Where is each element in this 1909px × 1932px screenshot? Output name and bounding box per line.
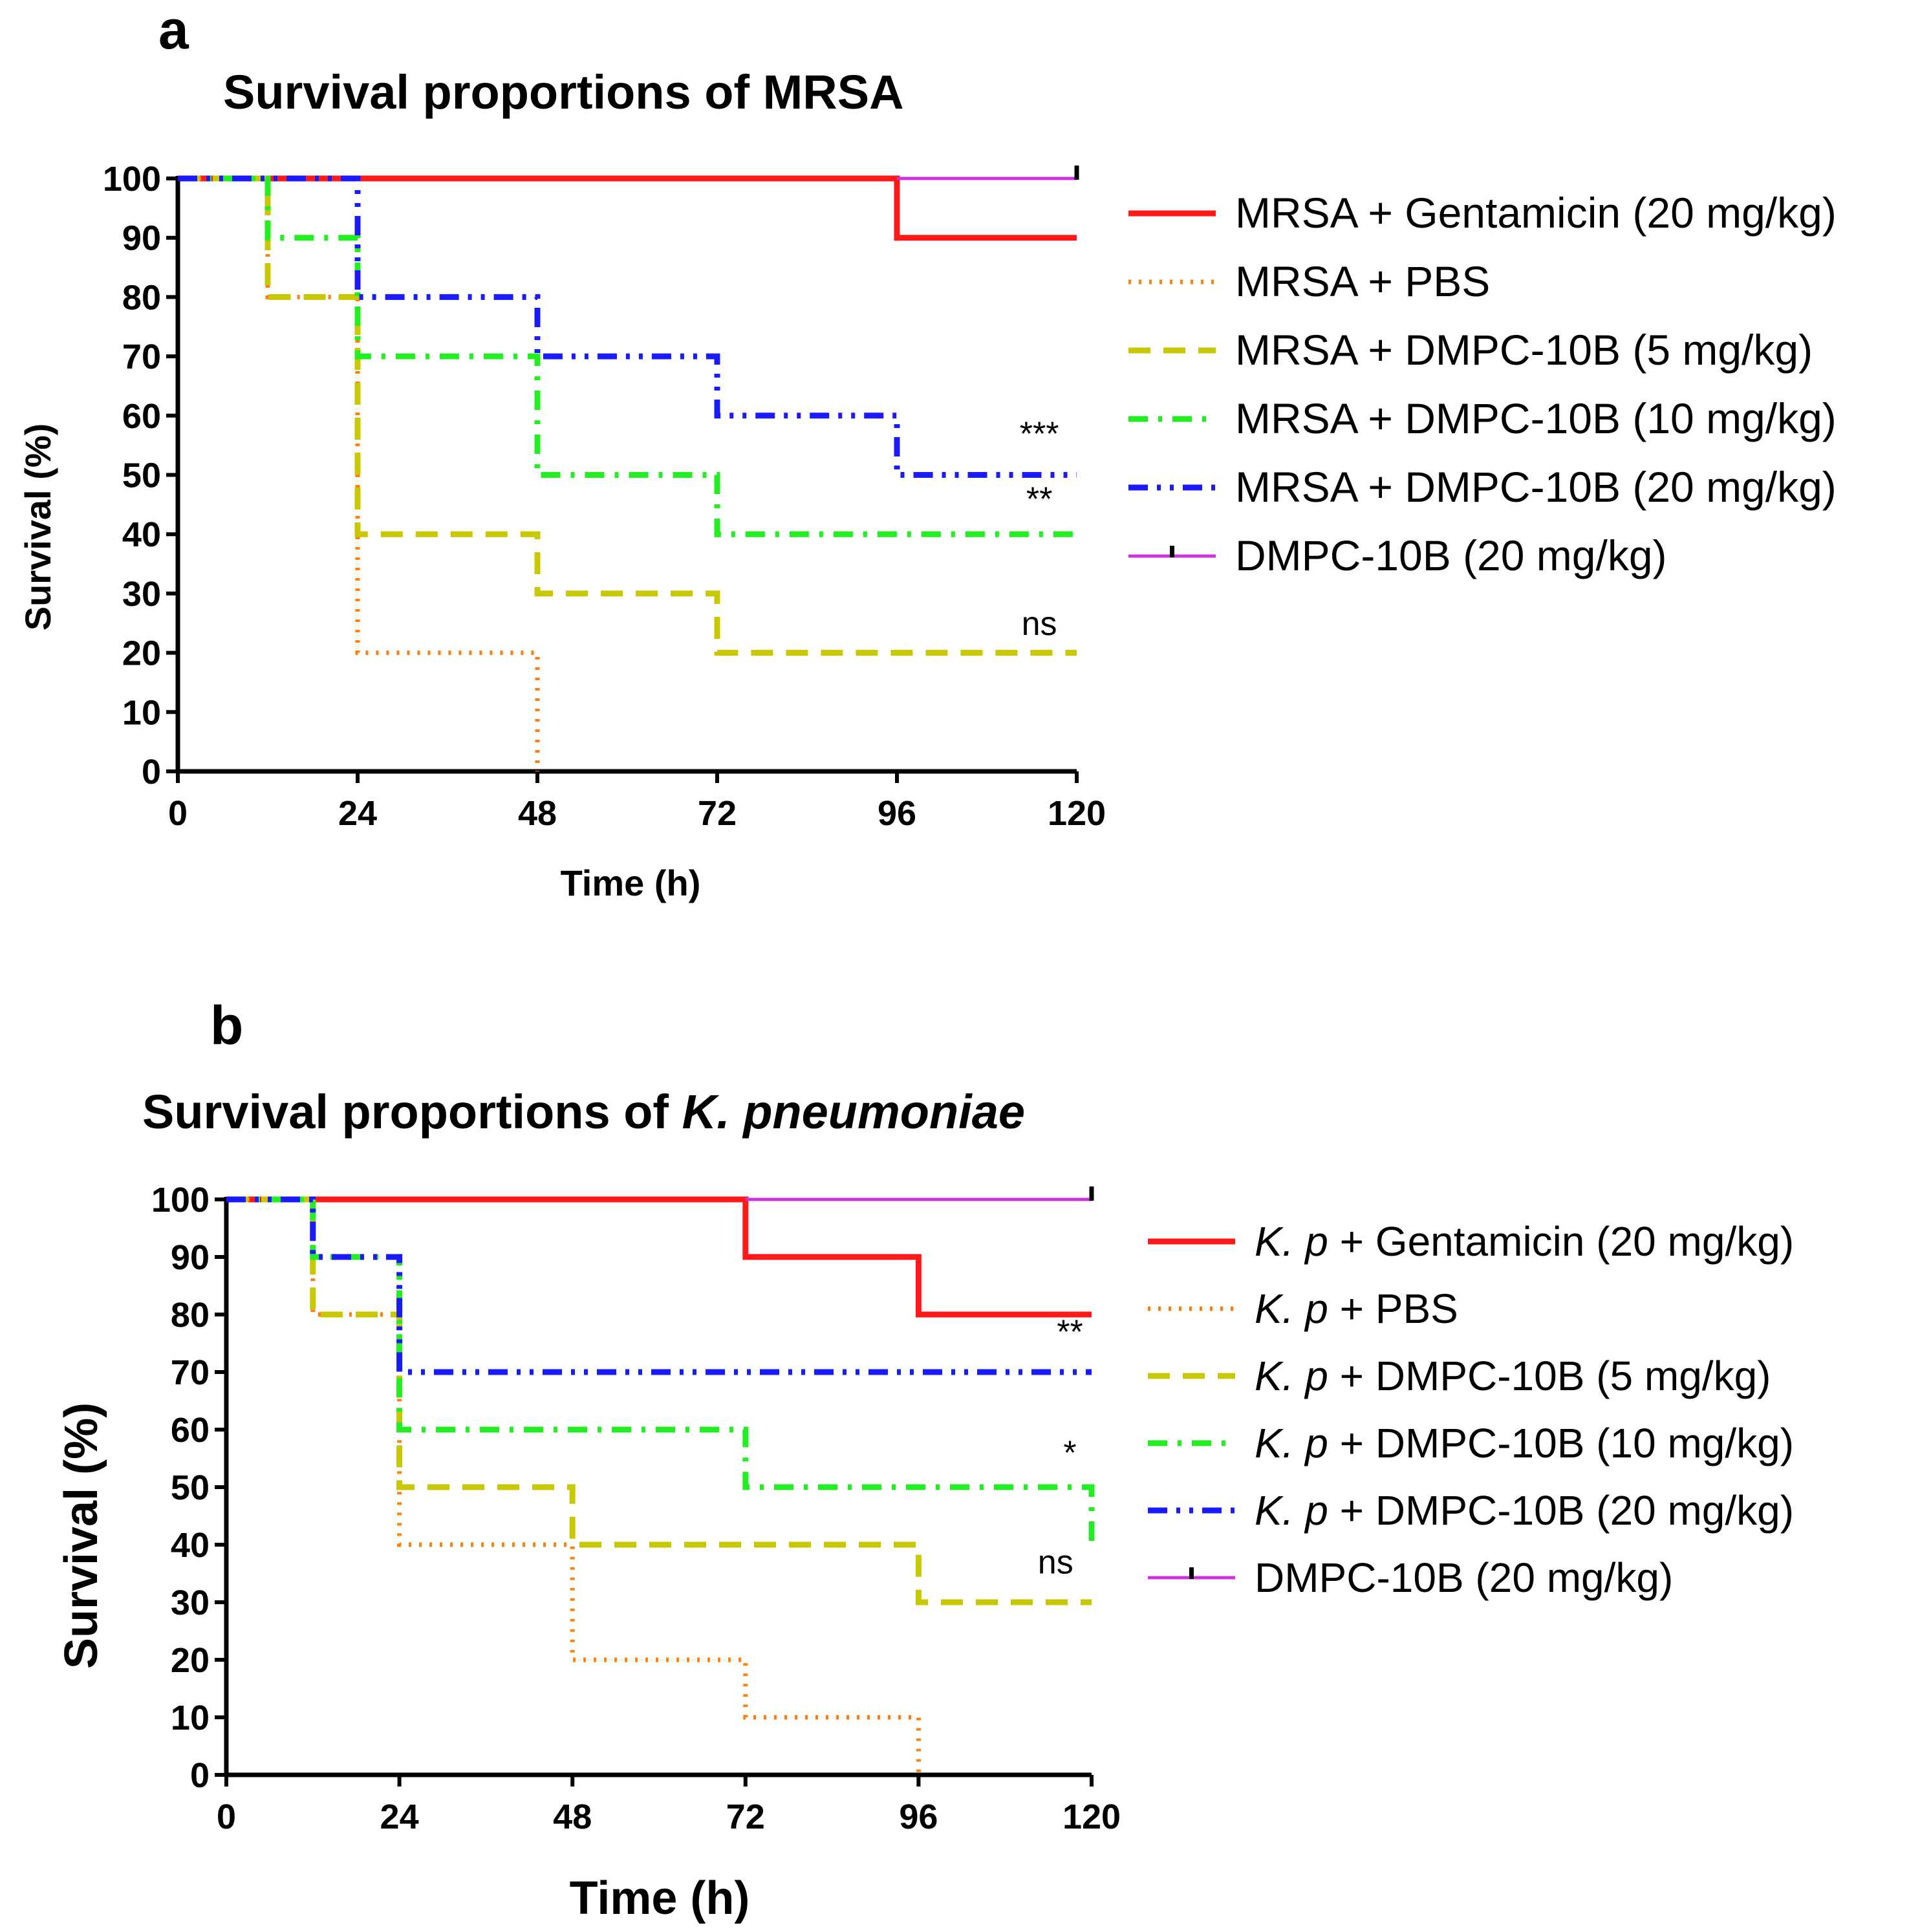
panel-letter-b: b: [210, 995, 243, 1056]
panel-a-title: Survival proportions of MRSA: [223, 65, 904, 119]
legend-label-3: K. p + DMPC-10B (10 mg/kg): [1255, 1420, 1794, 1466]
legend-label-text: + PBS: [1328, 1285, 1458, 1332]
legend-label-1: K. p + PBS: [1255, 1285, 1458, 1332]
legend-label-text: + DMPC-10B (20 mg/kg): [1328, 1487, 1794, 1534]
panel-letter-a: a: [158, 0, 189, 60]
y-tick-label: 80: [122, 278, 161, 317]
x-tick-label: 24: [380, 1798, 419, 1836]
legend-label-italic: K. p: [1255, 1218, 1328, 1265]
panel-a-xlabel: Time (h): [561, 863, 701, 903]
panel-b-title-prefix: Survival proportions of: [142, 1085, 682, 1139]
y-tick-label: 100: [151, 1181, 210, 1219]
legend-label-text: MRSA + DMPC-10B (10 mg/kg): [1235, 394, 1837, 442]
y-tick-label: 80: [171, 1296, 210, 1335]
legend-label-text: DMPC-10B (20 mg/kg): [1255, 1554, 1673, 1601]
legend-label-1: MRSA + PBS: [1235, 257, 1490, 305]
y-tick-label: 100: [103, 160, 161, 199]
series-line-3: [226, 1196, 1095, 1545]
y-tick-label: 10: [171, 1699, 210, 1737]
panel-b-legend: K. p + Gentamicin (20 mg/kg)K. p + PBSK.…: [1148, 1218, 1794, 1601]
y-tick-label: 90: [171, 1238, 210, 1277]
panel-a-legend: MRSA + Gentamicin (20 mg/kg) MRSA + PBS MR…: [1128, 189, 1837, 579]
x-tick-label: 72: [726, 1798, 765, 1836]
panel-a-series: [178, 166, 1079, 771]
x-tick-label: 96: [878, 794, 916, 833]
y-tick-label: 30: [171, 1583, 210, 1622]
legend-label-italic: K. p: [1255, 1487, 1328, 1534]
legend-label-text: + DMPC-10B (10 mg/kg): [1328, 1420, 1794, 1466]
significance-label: *: [1063, 1434, 1076, 1472]
panel-a-annotations: *****ns: [1020, 416, 1059, 643]
y-tick-label: 20: [171, 1641, 210, 1680]
panel-b-axes: 0 10 20 30 40 50 60 70 80 90 100 0 24 48 72 96 120: [151, 1181, 1121, 1836]
significance-label: ***: [1020, 416, 1059, 453]
panel-b-ylabel: Survival (%): [56, 1402, 107, 1669]
legend-label-text: + Gentamicin (20 mg/kg): [1328, 1218, 1794, 1265]
y-tick-label: 50: [122, 456, 161, 495]
legend-label-text: MRSA + Gentamicin (20 mg/kg): [1235, 189, 1837, 237]
x-tick-label: 96: [899, 1798, 938, 1836]
legend-label-2: K. p + DMPC-10B (5 mg/kg): [1255, 1353, 1771, 1399]
x-tick-label: 120: [1048, 794, 1106, 833]
legend-label-4: MRSA + DMPC-10B (20 mg/kg): [1235, 463, 1837, 511]
legend-label-italic: K. p: [1255, 1285, 1328, 1332]
legend-label-0: MRSA + Gentamicin (20 mg/kg): [1235, 189, 1837, 237]
panel-b-chart: b Survival proportions of K. pneumoniae …: [56, 995, 1794, 1924]
y-tick-label: 50: [171, 1468, 210, 1507]
panel-b-xlabel: Time (h): [570, 1873, 750, 1924]
legend-label-italic: K. p: [1255, 1420, 1328, 1466]
x-tick-label: 24: [338, 794, 377, 833]
panel-a-chart: a Survival proportions of MRSA 0 10 20 30 40…: [17, 0, 1837, 903]
panel-b-annotations: ***ns: [1038, 1314, 1083, 1582]
y-tick-label: 60: [171, 1411, 210, 1450]
x-tick-label: 48: [553, 1798, 592, 1836]
panel-b-title: Survival proportions of K. pneumoniae: [142, 1085, 1025, 1139]
legend-label-4: K. p + DMPC-10B (20 mg/kg): [1255, 1487, 1794, 1534]
legend-label-text: DMPC-10B (20 mg/kg): [1235, 531, 1667, 579]
series-line-3: [178, 175, 1077, 537]
panel-a-ylabel: Survival (%): [17, 424, 58, 631]
y-tick-label: 70: [171, 1353, 210, 1392]
panel-a-axes: 0 10 20 30 40 50 60 70 80 90 100 0 24 48 72 96 120: [103, 160, 1106, 833]
x-tick-label: 48: [518, 794, 557, 833]
y-tick-label: 10: [122, 693, 161, 732]
y-tick-label: 0: [190, 1756, 210, 1795]
significance-label: ns: [1038, 1544, 1073, 1582]
legend-label-2: MRSA + DMPC-10B (5 mg/kg): [1235, 326, 1813, 374]
series-line-4: [178, 175, 1077, 478]
legend-label-text: + DMPC-10B (5 mg/kg): [1328, 1353, 1771, 1399]
y-tick-label: 60: [122, 397, 161, 436]
x-tick-label: 120: [1062, 1798, 1121, 1836]
legend-label-text: MRSA + DMPC-10B (5 mg/kg): [1235, 326, 1813, 374]
y-tick-label: 0: [142, 753, 161, 791]
x-tick-label: 0: [168, 794, 188, 833]
legend-label-5: DMPC-10B (20 mg/kg): [1255, 1554, 1673, 1601]
significance-label: ns: [1022, 605, 1057, 643]
y-tick-label: 40: [122, 515, 161, 554]
y-tick-label: 40: [171, 1526, 210, 1565]
series-line-4: [226, 1196, 1092, 1375]
y-tick-label: 30: [122, 575, 161, 614]
y-tick-label: 20: [122, 634, 161, 673]
legend-label-5: DMPC-10B (20 mg/kg): [1235, 531, 1667, 579]
panel-b-series: [226, 1186, 1095, 1775]
legend-label-text: MRSA + DMPC-10B (20 mg/kg): [1235, 463, 1837, 511]
legend-label-text: MRSA + PBS: [1235, 257, 1490, 305]
series-line-0: [226, 1196, 1092, 1318]
panel-b-title-italic: K. pneumoniae: [682, 1085, 1025, 1139]
series-line-0: [178, 175, 1077, 241]
legend-label-3: MRSA + DMPC-10B (10 mg/kg): [1235, 394, 1837, 442]
y-tick-label: 70: [122, 338, 161, 376]
significance-label: **: [1057, 1314, 1083, 1351]
series-line-2: [178, 175, 1077, 656]
x-tick-label: 72: [698, 794, 737, 833]
legend-label-0: K. p + Gentamicin (20 mg/kg): [1255, 1218, 1794, 1265]
x-tick-label: 0: [217, 1798, 236, 1836]
y-tick-label: 90: [122, 219, 161, 258]
significance-label: **: [1026, 481, 1052, 519]
legend-label-italic: K. p: [1255, 1353, 1328, 1399]
